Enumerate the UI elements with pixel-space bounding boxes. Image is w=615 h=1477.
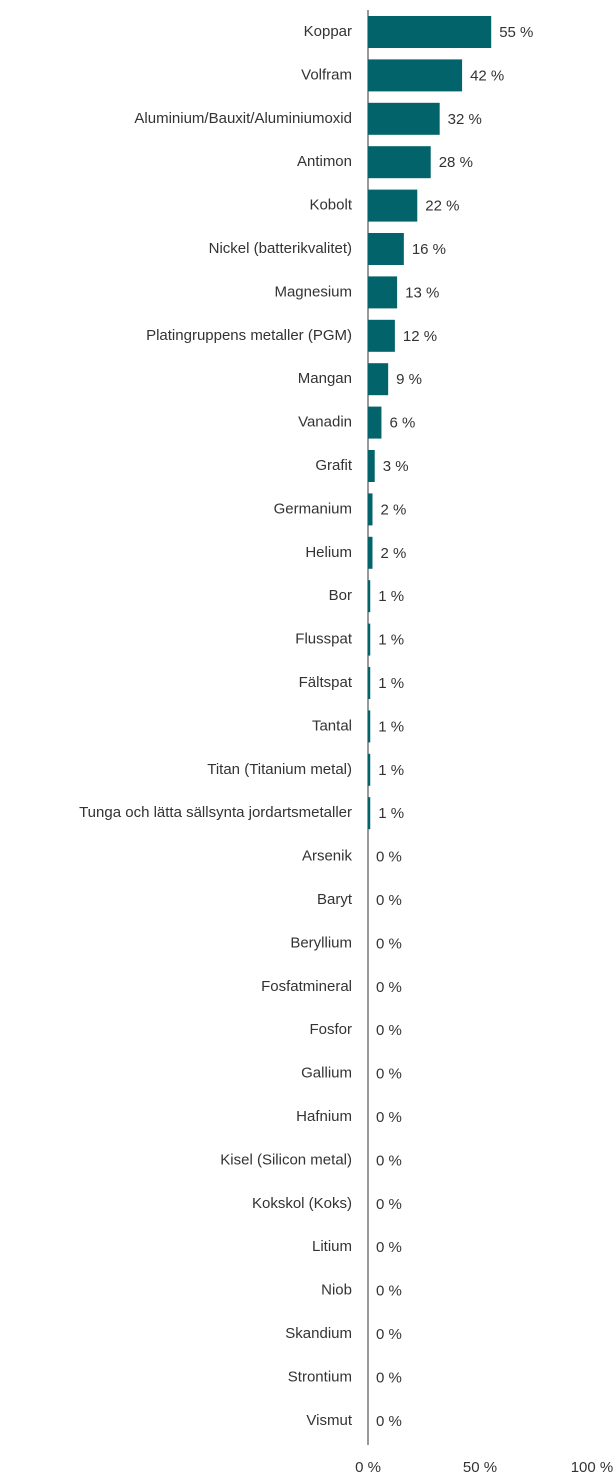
category-label: Hafnium [296,1108,352,1125]
category-label: Magnesium [274,283,352,300]
category-label: Arsenik [302,848,353,865]
bar [368,276,398,309]
value-label: 12 % [403,328,437,345]
value-label: 22 % [425,198,459,215]
value-label: 0 % [376,1326,402,1343]
bar [368,16,492,48]
bar [368,580,371,613]
category-label: Koppar [304,23,352,40]
value-label: 2 % [380,545,406,562]
value-label: 1 % [378,718,404,735]
category-label: Mangan [298,370,352,387]
value-label: 1 % [378,762,404,779]
value-label: 0 % [376,1066,402,1083]
category-label: Gallium [301,1065,352,1082]
bar [368,710,371,743]
value-label: 28 % [439,154,473,171]
category-label: Tunga och lätta sällsynta jordartsmetall… [79,804,352,821]
category-label: Vanadin [298,414,352,431]
value-label: 1 % [378,805,404,822]
category-label: Antimon [297,153,352,170]
bar [368,406,382,439]
category-label: Flusspat [295,631,353,648]
bar [368,233,404,265]
bar [368,667,371,699]
value-label: 13 % [405,284,439,301]
category-label: Kobolt [309,197,352,214]
category-label: Tantal [312,717,352,734]
category-label: Beryllium [290,934,352,951]
bar [368,189,418,222]
value-label: 0 % [376,1152,402,1169]
bar [368,363,389,396]
value-label: 0 % [376,1022,402,1039]
category-label: Bor [329,587,352,604]
category-label: Niob [321,1282,352,1299]
bar [368,102,440,135]
category-label: Volfram [301,66,352,83]
value-label: 1 % [378,588,404,605]
bar [368,623,371,656]
value-label: 1 % [378,675,404,692]
category-label: Fältspat [299,674,353,691]
x-tick-label: 50 % [463,1459,497,1476]
category-label: Fosfor [309,1021,352,1038]
category-label: Aluminium/Bauxit/Aluminiumoxid [134,110,352,127]
bar [368,146,431,179]
value-label: 0 % [376,1109,402,1126]
x-tick-label: 100 % [571,1459,614,1476]
value-label: 0 % [376,1369,402,1386]
value-label: 0 % [376,849,402,866]
value-label: 0 % [376,979,402,996]
value-label: 32 % [448,111,482,128]
value-label: 6 % [389,415,415,432]
category-label: Litium [312,1238,352,1255]
value-label: 42 % [470,67,504,84]
bar [368,797,371,830]
category-label: Germanium [274,500,352,517]
category-label: Kokskol (Koks) [252,1195,352,1212]
category-label: Vismut [306,1412,352,1429]
value-label: 0 % [376,935,402,952]
bar [368,493,373,526]
value-label: 55 % [499,24,533,41]
bar [368,536,373,569]
value-label: 2 % [380,501,406,518]
value-label: 3 % [383,458,409,475]
category-label: Strontium [288,1368,352,1385]
category-label: Baryt [317,891,353,908]
value-label: 0 % [376,1283,402,1300]
x-tick-label: 0 % [355,1459,381,1476]
category-label: Platingruppens metaller (PGM) [146,327,352,344]
category-label: Titan (Titanium metal) [207,761,352,778]
value-label: 0 % [376,1413,402,1430]
value-label: 1 % [378,632,404,649]
value-label: 0 % [376,1239,402,1256]
value-label: 0 % [376,892,402,909]
category-label: Nickel (batterikvalitet) [209,240,352,257]
category-label: Fosfatmineral [261,978,352,995]
category-label: Helium [305,544,352,561]
category-label: Grafit [315,457,353,474]
bar [368,319,395,352]
category-label: Kisel (Silicon metal) [220,1151,352,1168]
bar [368,753,371,786]
bar [368,59,463,92]
value-label: 0 % [376,1196,402,1213]
category-label: Skandium [285,1325,352,1342]
value-label: 16 % [412,241,446,258]
bar [368,450,375,482]
value-label: 9 % [396,371,422,388]
